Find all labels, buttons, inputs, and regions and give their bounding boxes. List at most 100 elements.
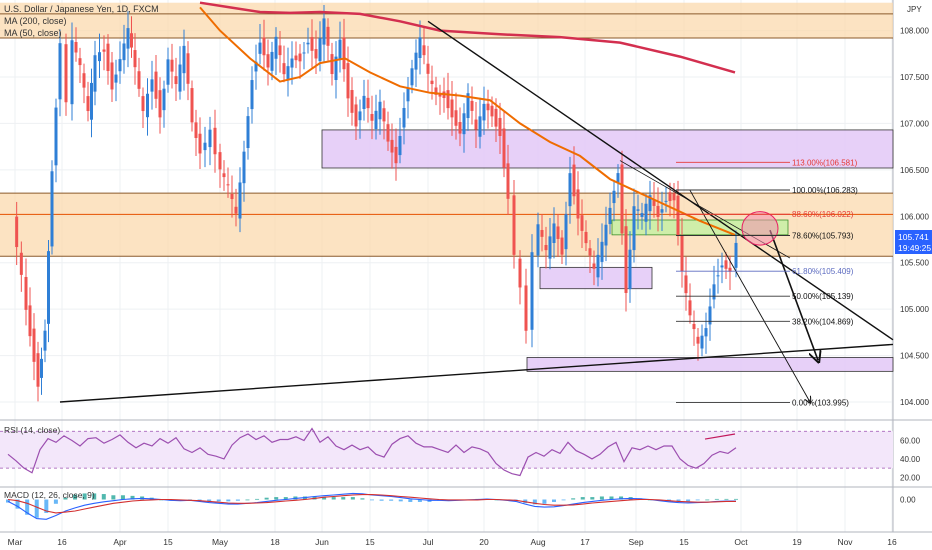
candle-body[interactable] [652, 199, 656, 206]
candle-body[interactable] [213, 127, 217, 155]
candle-body[interactable] [616, 173, 620, 184]
candle-body[interactable] [362, 95, 366, 109]
candle-body[interactable] [50, 171, 54, 247]
rsi-pane[interactable]: RSI (14, close) 60.00 40.00 20.00 [0, 419, 932, 482]
candle-body[interactable] [58, 43, 62, 100]
candle-body[interactable] [536, 224, 540, 256]
candle-body[interactable] [560, 237, 564, 255]
candle-body[interactable] [266, 54, 270, 68]
candle-body[interactable] [628, 249, 632, 290]
candle-body[interactable] [632, 206, 636, 251]
candle-body[interactable] [478, 116, 482, 137]
candle-body[interactable] [203, 142, 207, 151]
candle-body[interactable] [126, 28, 130, 49]
candle-body[interactable] [664, 200, 668, 202]
candle-body[interactable] [250, 80, 254, 110]
candle-body[interactable] [422, 45, 426, 56]
candle-body[interactable] [604, 224, 608, 246]
candle-body[interactable] [624, 226, 628, 293]
candle-body[interactable] [378, 101, 382, 120]
rsi-line[interactable] [7, 427, 737, 477]
candle-body[interactable] [19, 252, 23, 275]
candle-body[interactable] [446, 90, 450, 109]
candle-body[interactable] [298, 53, 302, 62]
candle-body[interactable] [194, 122, 198, 138]
candle-body[interactable] [82, 73, 86, 88]
rsi-divergence-line[interactable] [704, 433, 736, 440]
candle-body[interactable] [190, 88, 194, 123]
candle-body[interactable] [78, 58, 82, 66]
candle-body[interactable] [286, 66, 290, 80]
candle-body[interactable] [494, 108, 498, 127]
candle-body[interactable] [410, 68, 414, 86]
candle-body[interactable] [166, 59, 170, 85]
candle-body[interactable] [106, 43, 110, 72]
candle-body[interactable] [133, 50, 137, 68]
candle-body[interactable] [564, 214, 568, 250]
candle-body[interactable] [374, 110, 378, 129]
candle-body[interactable] [470, 100, 474, 111]
candle-body[interactable] [474, 119, 478, 130]
price-axis[interactable]: 108.000 107.500 107.000 106.500 106.000 105.5… [900, 27, 929, 407]
candle-body[interactable] [466, 93, 470, 119]
candle-body[interactable] [728, 267, 732, 272]
candle-body[interactable] [672, 193, 676, 201]
macd-line[interactable] [7, 492, 736, 520]
candle-body[interactable] [86, 96, 90, 112]
candle-body[interactable] [270, 51, 274, 71]
candle-body[interactable] [234, 206, 238, 214]
candle-body[interactable] [366, 97, 370, 109]
candle-body[interactable] [438, 93, 442, 97]
candle-body[interactable] [692, 323, 696, 330]
candle-body[interactable] [544, 245, 548, 251]
candle-body[interactable] [15, 216, 19, 248]
candle-body[interactable] [502, 128, 506, 168]
candle-body[interactable] [274, 36, 278, 59]
candle-body[interactable] [506, 163, 510, 199]
trendline[interactable] [427, 20, 894, 341]
candle-body[interactable] [656, 205, 660, 217]
candle-body[interactable] [258, 42, 262, 54]
candle-body[interactable] [620, 164, 624, 234]
candle-body[interactable] [90, 82, 93, 120]
candle-body[interactable] [226, 184, 230, 186]
candle-body[interactable] [32, 328, 36, 362]
candle-body[interactable] [358, 111, 362, 121]
candle-body[interactable] [146, 93, 149, 118]
candle-body[interactable] [548, 236, 552, 259]
candle-body[interactable] [596, 254, 600, 278]
highlight-ellipse[interactable] [741, 211, 779, 246]
candle-body[interactable] [174, 76, 178, 85]
candle-body[interactable] [122, 43, 126, 61]
candle-body[interactable] [162, 88, 166, 111]
candle-body[interactable] [354, 104, 358, 127]
candle-body[interactable] [418, 37, 422, 59]
candle-body[interactable] [141, 96, 145, 112]
candle-body[interactable] [102, 49, 106, 52]
candle-body[interactable] [402, 107, 406, 128]
projection-arrow[interactable] [769, 229, 818, 360]
candle-body[interactable] [290, 58, 294, 68]
candle-body[interactable] [322, 18, 326, 45]
candle-body[interactable] [462, 113, 466, 135]
candle-body[interactable] [556, 226, 560, 239]
candle-body[interactable] [47, 251, 50, 324]
candle-body[interactable] [734, 242, 738, 268]
candle-body[interactable] [458, 122, 462, 134]
candle-body[interactable] [708, 306, 712, 325]
candle-body[interactable] [64, 44, 68, 103]
candles-layer[interactable] [15, 5, 738, 402]
candle-body[interactable] [208, 129, 212, 148]
candle-body[interactable] [684, 275, 688, 294]
candle-body[interactable] [720, 265, 724, 268]
candle-body[interactable] [498, 117, 502, 136]
candle-body[interactable] [552, 223, 556, 243]
candle-body[interactable] [242, 151, 246, 184]
candle-body[interactable] [636, 209, 640, 211]
candle-body[interactable] [43, 330, 47, 351]
candle-body[interactable] [724, 260, 728, 269]
candle-body[interactable] [716, 275, 720, 277]
candle-body[interactable] [704, 328, 708, 337]
candle-body[interactable] [370, 113, 374, 121]
candle-body[interactable] [306, 42, 310, 45]
